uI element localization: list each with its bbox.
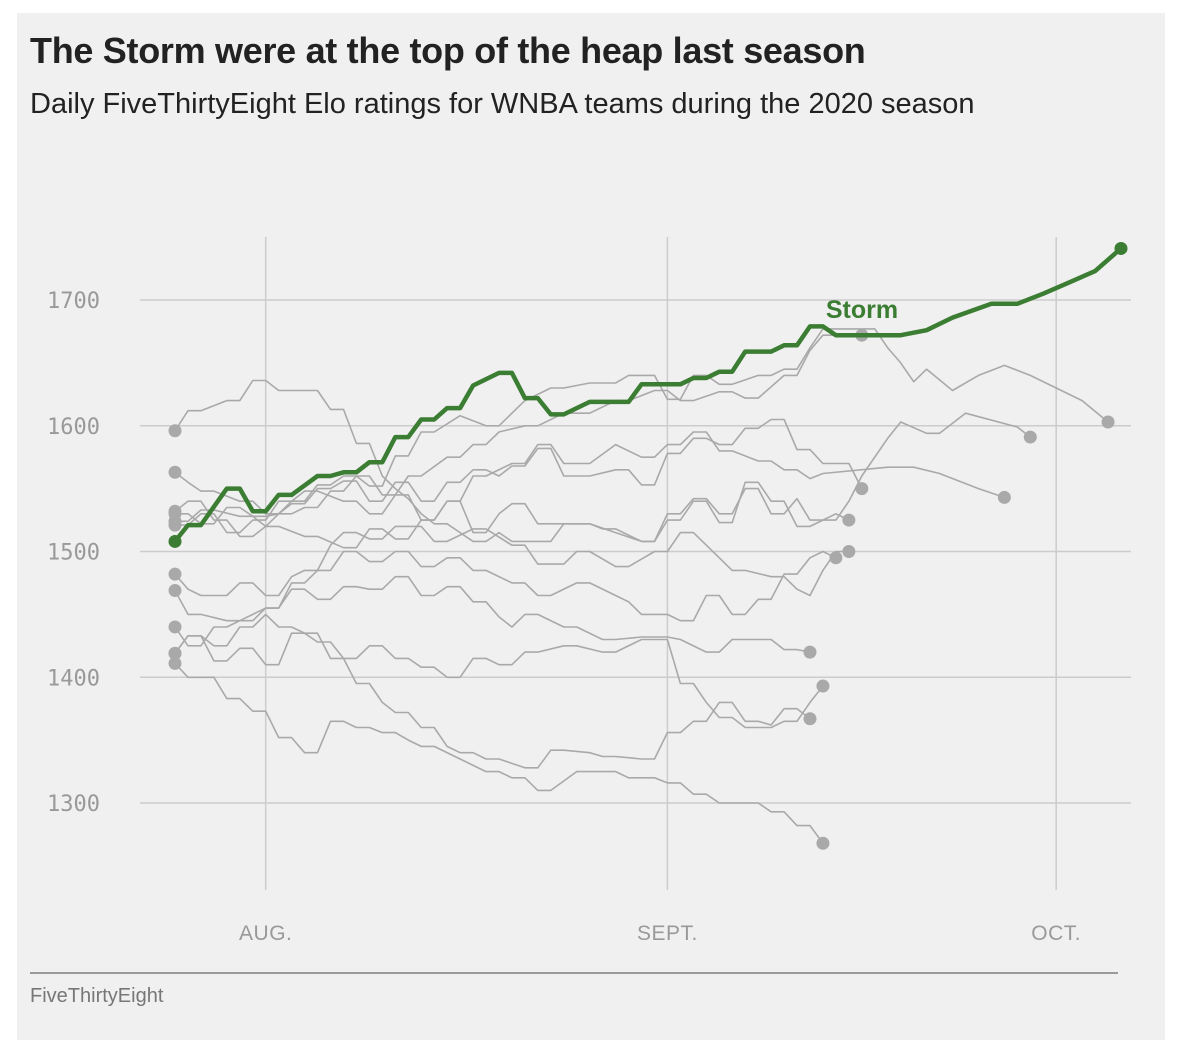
- y-axis-ticks: 1300 1400 1500 1600 1700: [47, 289, 100, 817]
- x-tick-label: OCT.: [1031, 922, 1081, 945]
- chart-subtitle: Daily FiveThirtyEight Elo ratings for WN…: [30, 88, 975, 120]
- series-end-point: [816, 836, 830, 850]
- series-end-point: [855, 482, 869, 496]
- series-line: [174, 418, 863, 525]
- y-tick-label: 1700: [47, 289, 100, 314]
- series-start-point: [168, 567, 182, 581]
- series-start-point: [168, 465, 182, 479]
- series-start-point: [168, 534, 182, 548]
- series-end-point: [1114, 241, 1128, 255]
- series-line: [174, 431, 1006, 549]
- series-end-point: [1023, 430, 1037, 444]
- x-tick-label: AUG.: [239, 922, 292, 945]
- series-labels: Storm: [826, 296, 898, 324]
- x-axis-ticks: AUG. SEPT. OCT.: [239, 922, 1081, 945]
- series-start-point: [168, 656, 182, 670]
- series-start-point: [168, 583, 182, 597]
- series-line: [174, 632, 824, 729]
- series-end-point: [816, 679, 830, 693]
- y-tick-label: 1500: [47, 541, 100, 566]
- series-line: [174, 662, 824, 844]
- source-credit: FiveThirtyEight: [30, 985, 164, 1007]
- chart-card: [17, 13, 1165, 1040]
- y-gridlines: [140, 299, 1131, 804]
- series-line: [174, 525, 850, 597]
- series-end-point: [829, 551, 843, 565]
- series-start-point: [168, 518, 182, 532]
- series-line: [174, 334, 863, 538]
- y-tick-label: 1600: [47, 415, 100, 440]
- chart-title: The Storm were at the top of the heap la…: [30, 30, 866, 71]
- series-label-storm: Storm: [826, 296, 898, 324]
- highlighted-team-line: [168, 241, 1128, 548]
- series-line: [174, 613, 811, 769]
- series-end-point: [803, 645, 817, 659]
- y-tick-label: 1400: [47, 666, 100, 691]
- x-tick-label: SEPT.: [637, 922, 698, 945]
- series-line: [174, 328, 1109, 515]
- series-end-point: [842, 513, 856, 527]
- series-start-point: [168, 646, 182, 660]
- series-line-storm: [172, 246, 1124, 544]
- footer-divider: [30, 972, 1118, 974]
- x-gridlines: [264, 237, 1057, 890]
- series-start-point: [168, 620, 182, 634]
- series-line: [174, 481, 850, 543]
- series-end-point: [803, 712, 817, 726]
- other-team-lines: [168, 328, 1115, 850]
- y-tick-label: 1300: [47, 792, 100, 817]
- series-start-point: [168, 424, 182, 438]
- series-line: [174, 379, 1032, 543]
- series-end-point: [997, 490, 1011, 504]
- series-line: [174, 575, 811, 653]
- series-end-point: [842, 545, 856, 558]
- series-line: [174, 550, 837, 622]
- series-end-point: [1101, 415, 1115, 429]
